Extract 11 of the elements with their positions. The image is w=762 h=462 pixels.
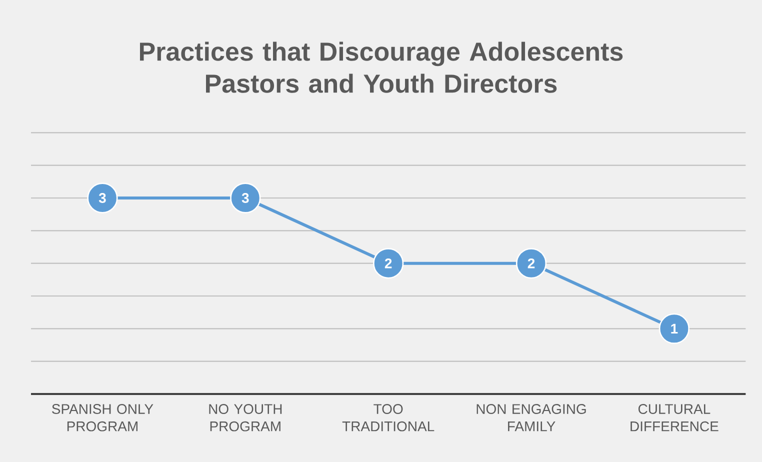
x-tick-label: NON ENGAGING FAMILY: [476, 404, 586, 432]
data-label: 1: [671, 324, 678, 334]
data-label: 2: [528, 258, 535, 268]
data-label: 3: [98, 193, 106, 203]
chart-title: Practices that Discourage Adolescents Pastors and Youth Directors: [140, 42, 623, 93]
x-tick-label: CULTURAL DIFFERENCE: [630, 404, 718, 432]
x-tick-label: SPANISH ONLY PROGRAM: [52, 404, 154, 432]
x-tick-label: TOO TRADITIONAL: [342, 404, 434, 432]
x-tick-label: NO YOUTH PROGRAM: [209, 404, 282, 432]
data-label: 2: [384, 258, 392, 268]
data-label: 3: [242, 193, 249, 203]
